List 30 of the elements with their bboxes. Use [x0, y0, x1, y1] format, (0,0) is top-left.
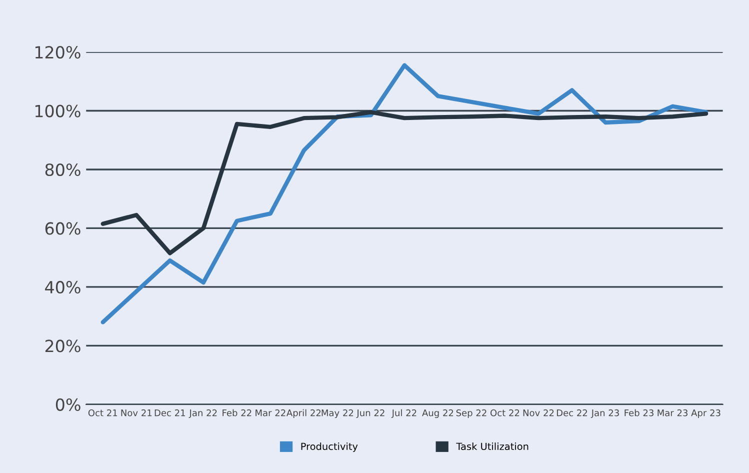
x-tick-label: Jan 22: [188, 409, 217, 418]
x-tick-label: Apr 23: [691, 409, 720, 418]
y-tick-label: 100%: [35, 104, 80, 118]
x-tick-label: Jan 23: [590, 409, 619, 418]
x-tick-label: Nov 21: [121, 409, 152, 416]
y-tick-label: 120%: [35, 46, 80, 59]
x-tick-label: Dec 22: [556, 409, 588, 416]
x-tick-label: April 22: [286, 409, 321, 418]
legend-label: Task Utilization: [456, 442, 528, 450]
x-tick-label: Oct 22: [490, 409, 520, 416]
line-series: [100, 63, 708, 324]
y-tick-label: 40%: [45, 280, 80, 294]
x-tick-label: Jun 22: [356, 409, 384, 418]
x-tick-label: Mar 23: [658, 409, 688, 416]
legend-label: Productivity: [301, 442, 358, 452]
x-tick-label: Nov 22: [523, 409, 554, 416]
y-tick-label: 20%: [45, 340, 80, 352]
x-tick-label: Jul 22: [391, 409, 416, 418]
x-tick-label: Oct 21: [88, 409, 118, 416]
y-tick-label: 0%: [56, 398, 80, 411]
x-tick-label: Feb 22: [222, 409, 252, 416]
y-tick-label: 80%: [45, 163, 80, 176]
y-tick-label: 60%: [45, 222, 80, 235]
x-tick-label: Dec 21: [154, 409, 185, 416]
x-tick-label: May 22: [322, 409, 354, 418]
x-tick-label: Feb 23: [624, 409, 654, 416]
line-series: [100, 110, 708, 256]
x-tick-label: Aug 22: [422, 409, 454, 418]
x-tick-label: Sep 22: [456, 409, 486, 418]
x-tick-label: Mar 22: [256, 409, 286, 416]
